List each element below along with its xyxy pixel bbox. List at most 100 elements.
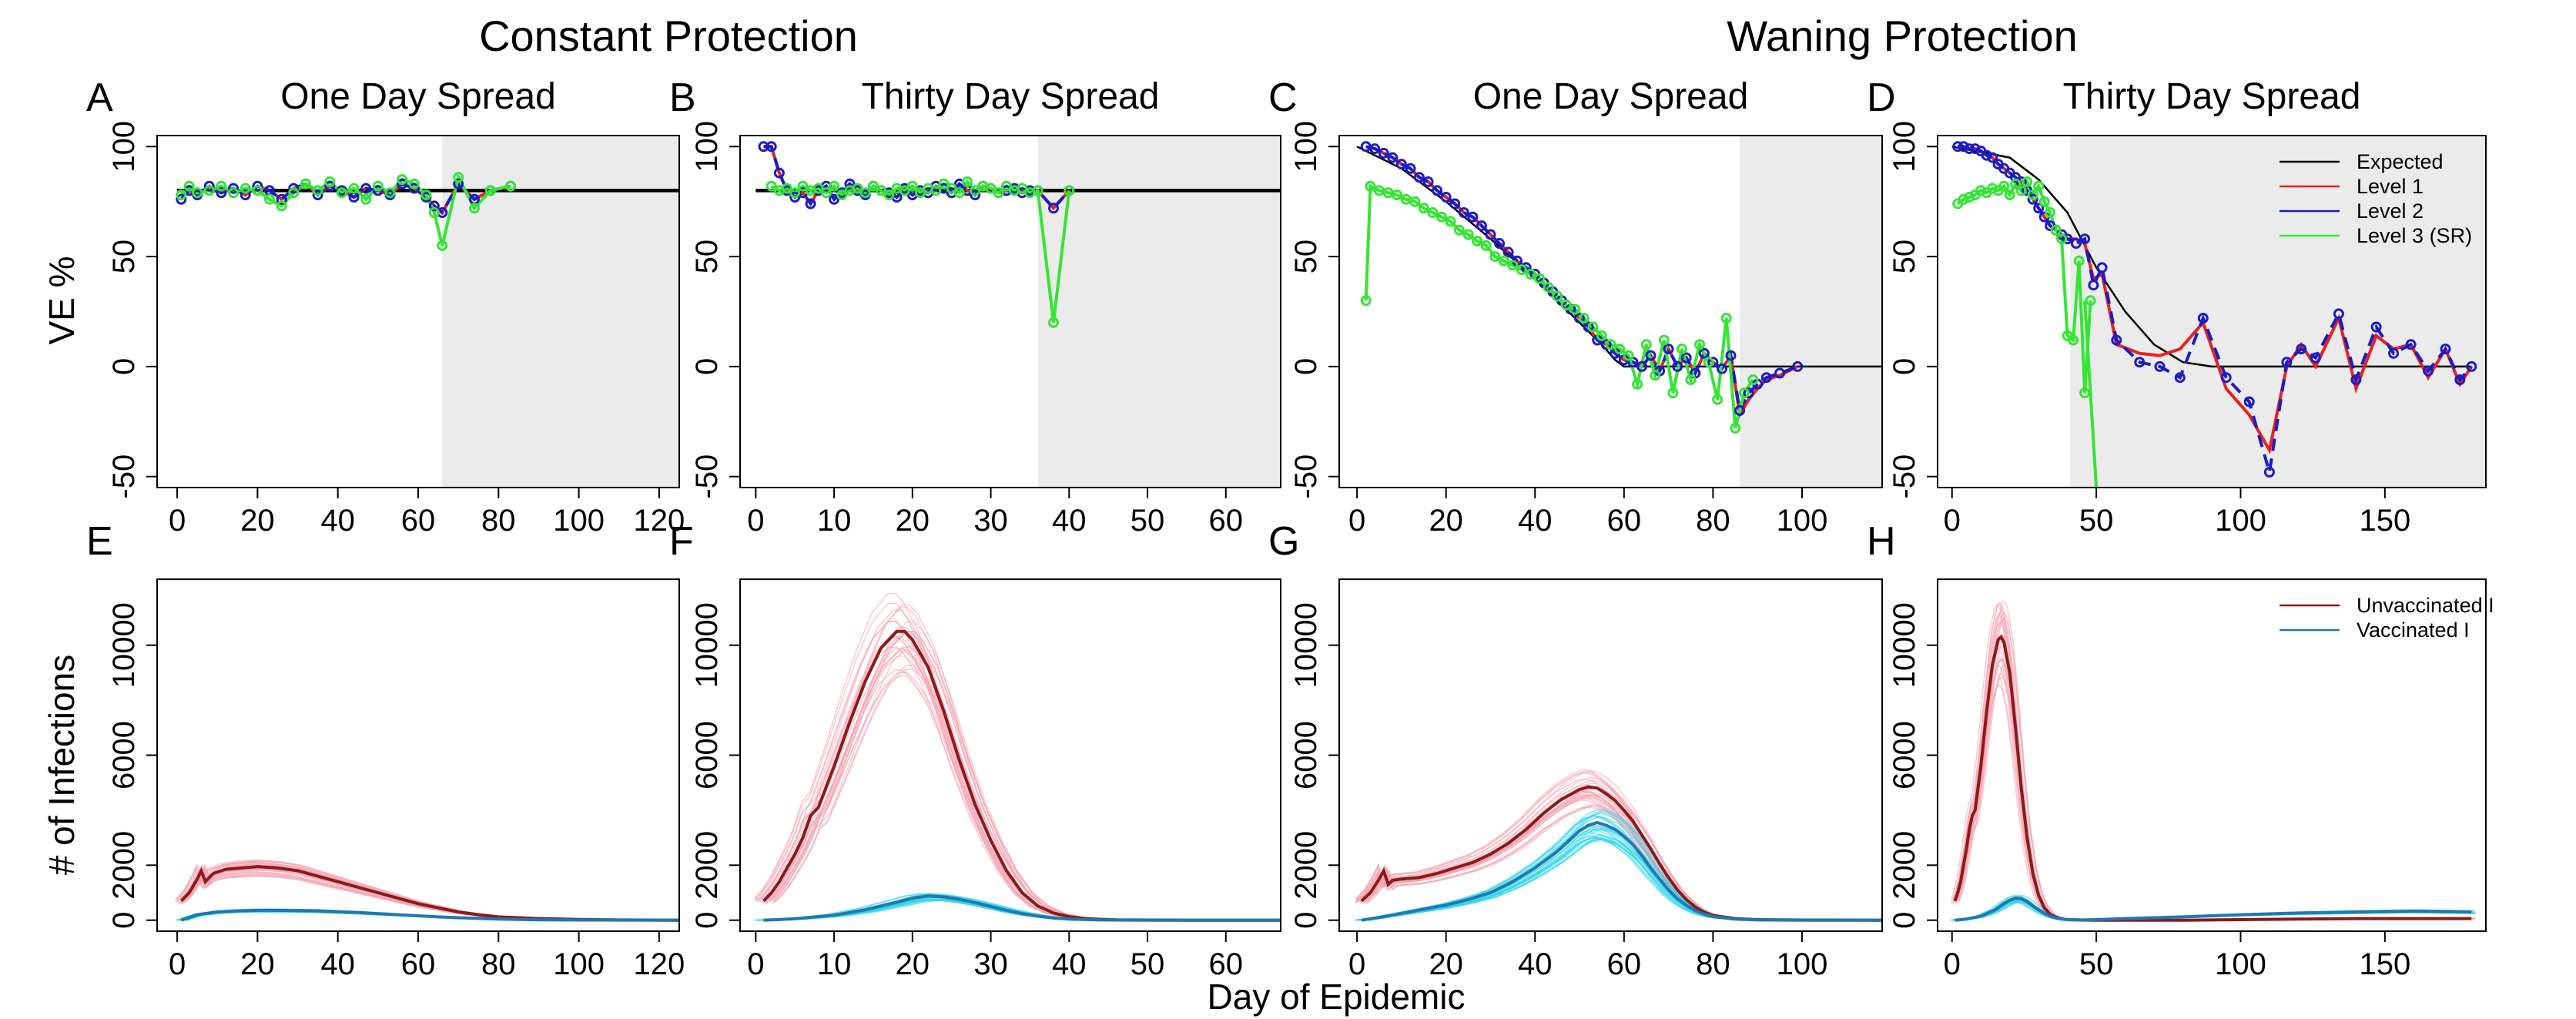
panel-h-line-vax <box>1955 897 2472 922</box>
panel-c-point-level3-35 <box>1667 387 1679 399</box>
panel-c-point-level3-32 <box>1640 339 1652 350</box>
panel-e-x-tick-label-2: 40 <box>320 947 355 981</box>
panel-c-point-level3-22 <box>1552 290 1563 302</box>
panel-c-point-level3-28 <box>1605 339 1616 350</box>
panel-b-point-level3-19 <box>915 187 926 199</box>
panel-b-point-level3-36 <box>1064 185 1075 196</box>
panel-d-frame <box>1937 135 2487 488</box>
panel-b-x-axis: 0 10 20 30 40 50 60 <box>747 488 1243 538</box>
group-title-waning: Waning Protection <box>1727 12 2078 60</box>
panel-d-point-level2-40 <box>2423 365 2434 377</box>
panel-e-ensemble-unvax-14 <box>175 871 674 921</box>
panel-d-point-level2-42 <box>2454 374 2466 385</box>
panel-a-x-tick-label-1: 20 <box>240 504 275 538</box>
panel-d: D Thirty Day Spread 0 50 100 150 -50 0 50 100 Expe… <box>1867 75 2487 538</box>
panel-b-x-tick-label-0: 0 <box>747 504 764 538</box>
panel-a-x-tick-label-5: 100 <box>553 504 605 538</box>
panel-c-point-level2-32 <box>1645 350 1656 361</box>
panel-b-point-level3-12 <box>859 187 871 199</box>
panel-e-line-unvax <box>179 865 679 922</box>
panel-d-point-level3-23 <box>2085 295 2096 307</box>
panel-b-x-tick-label-2: 20 <box>896 504 930 538</box>
panel-c-point-level3-20 <box>1534 273 1545 284</box>
panel-h-x-axis: 0 50 100 150 <box>1944 931 2410 981</box>
panel-c-point-level2-27 <box>1600 339 1612 350</box>
panel-d-point-level2-23 <box>2096 262 2108 273</box>
panel-d-y-tick-label-1: 0 <box>1888 358 1921 375</box>
panel-c-point-level2-9 <box>1440 192 1452 203</box>
panel-a-point-level3-8 <box>264 193 275 205</box>
panel-a-point-level3-21 <box>420 189 432 201</box>
panel-a-line-level3 <box>179 173 511 246</box>
panel-e-y-tick-label-2: 6000 <box>107 721 141 789</box>
panel-d-x-axis: 0 50 100 150 <box>1944 488 2410 538</box>
panel-c-point-level3-37 <box>1685 374 1697 385</box>
panel-c-point-level2-6 <box>1414 172 1425 183</box>
panel-d-point-level2-20 <box>2070 238 2082 249</box>
panel-b-point-level3-6 <box>812 183 824 194</box>
panel-c-point-level3-33 <box>1650 370 1661 381</box>
panel-e-ensemble-unvax-13 <box>179 873 679 921</box>
panel-b-point-level3-8 <box>829 180 840 192</box>
panel-d-point-level2-1 <box>1958 141 1969 153</box>
panel-d-point-level3-4 <box>1975 185 1987 196</box>
panel-b-point-level3-35 <box>1048 317 1059 328</box>
panel-c-point-level2-24 <box>1574 313 1585 324</box>
panel-e-ensemble-unvax-10 <box>179 872 678 921</box>
panel-d-shade-region <box>2070 136 2486 488</box>
panel-d-letter: D <box>1867 75 1896 120</box>
panel-a-y-axis: -50 0 50 100 <box>107 121 157 499</box>
panel-a-point-level3-9 <box>276 200 287 212</box>
panel-b-point-level2-1 <box>765 141 777 153</box>
panel-a-point-level3-2 <box>192 187 203 199</box>
panel-g-ensemble-unvax-21 <box>1364 782 1882 921</box>
panel-a-point-level3-1 <box>183 180 195 192</box>
panel-a-point-level2-13 <box>324 180 336 192</box>
panel-g: G 0 20 40 60 80 100 0 2000 6000 10000 <box>1268 519 1883 981</box>
panel-a-letter: A <box>86 75 113 120</box>
panel-e-ensemble-unvax-23 <box>180 871 679 921</box>
panel-c-point-level3-18 <box>1516 264 1527 276</box>
panel-b-point-level3-22 <box>938 178 950 189</box>
panel-b-x-tick-label-1: 10 <box>817 504 852 538</box>
panel-d-point-level3-8 <box>1998 180 2010 192</box>
panel-a-point-level3-15 <box>348 183 360 194</box>
panel-h-y-axis: 0 2000 6000 10000 <box>1888 602 1938 929</box>
panel-d-point-level2-25 <box>2134 357 2146 368</box>
panel-d-x-tick-label-0: 0 <box>1944 504 1961 538</box>
panel-d-point-level2-27 <box>2174 372 2186 384</box>
panel-f-ensemble-unvax-10 <box>769 646 1281 921</box>
panel-b-point-level3-7 <box>820 187 832 199</box>
panel-c-y-tick-label-1: 0 <box>1289 358 1323 375</box>
panel-c-point-level2-12 <box>1467 211 1479 223</box>
panel-e-plot-area <box>175 859 679 922</box>
panel-d-point-level2-13 <box>2027 193 2038 205</box>
panel-d-point-level2-34 <box>2310 352 2321 364</box>
panel-b-y-tick-label-2: 50 <box>690 240 724 274</box>
panel-a-shade-region <box>442 136 679 488</box>
panel-c-x-tick-label-4: 80 <box>1696 504 1730 538</box>
panel-a-point-level2-5 <box>228 183 240 194</box>
panel-b-point-level3-25 <box>962 176 973 187</box>
panel-b-y-axis: -50 0 50 100 <box>690 121 740 499</box>
panel-a-point-level2-4 <box>216 187 227 199</box>
panel-h-y-tick-label-2: 6000 <box>1888 721 1921 789</box>
panel-d-point-level2-28 <box>2197 313 2209 324</box>
panel-e-line-vax <box>180 908 679 922</box>
panel-g-ensemble-unvax-7 <box>1354 799 1876 921</box>
panel-c-x-tick-label-5: 100 <box>1777 504 1828 538</box>
panel-a-point-level3-4 <box>216 180 227 192</box>
panel-f-plot-area <box>753 592 1281 922</box>
panel-g-x-tick-label-0: 0 <box>1348 947 1365 981</box>
panel-h-letter: H <box>1867 519 1896 564</box>
panel-f-y-tick-label-1: 2000 <box>690 831 724 900</box>
panel-g-x-tick-label-2: 40 <box>1518 947 1553 981</box>
panel-c-point-level3-14 <box>1480 240 1492 251</box>
panel-c-point-level2-7 <box>1422 176 1434 187</box>
panel-d-point-level2-21 <box>2079 233 2091 245</box>
panel-f-y-tick-label-3: 10000 <box>690 602 724 688</box>
panel-c-point-level3-29 <box>1614 344 1626 355</box>
panel-f-x-tick-label-2: 20 <box>896 947 930 981</box>
panel-c-point-level3-12 <box>1462 229 1474 240</box>
panel-d-point-level2-2 <box>1964 143 1975 155</box>
